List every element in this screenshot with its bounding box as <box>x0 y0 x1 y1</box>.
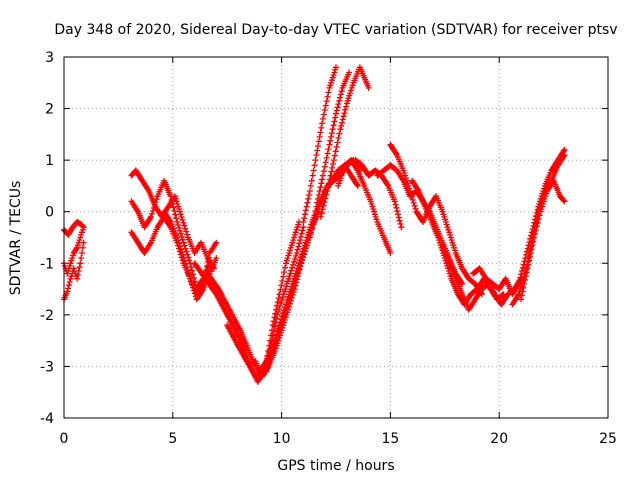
series-arc-14 <box>306 69 353 241</box>
y-tick-label: 1 <box>45 153 54 169</box>
y-tick-label: -1 <box>40 256 54 272</box>
plus-markers <box>470 146 568 298</box>
y-axis-label: SDTVAR / TECUs <box>8 181 24 296</box>
series-arc-15 <box>317 64 372 220</box>
y-tick-label: 0 <box>45 205 54 221</box>
x-axis-label: GPS time / hours <box>277 458 394 474</box>
plot-frame <box>63 56 609 419</box>
plus-markers <box>387 141 485 298</box>
plus-markers <box>161 208 220 303</box>
x-tick-label: 15 <box>381 431 399 447</box>
series-arc-7 <box>161 208 220 303</box>
plus-markers <box>300 64 339 225</box>
x-tick-label: 10 <box>273 431 291 447</box>
plus-markers <box>317 64 372 220</box>
plus-markers <box>335 157 394 256</box>
series-arc-19 <box>387 141 485 298</box>
y-tick-label: -3 <box>40 359 54 375</box>
x-tick-label: 20 <box>490 431 508 447</box>
plus-markers <box>128 177 213 293</box>
plus-markers <box>518 177 568 303</box>
plus-markers <box>128 167 218 272</box>
series-arc-22 <box>470 146 568 298</box>
y-tick-label: 3 <box>45 50 54 66</box>
x-tick-label: 25 <box>599 431 617 447</box>
series-arc-13 <box>300 64 339 225</box>
y-tick-label: -4 <box>40 411 54 427</box>
y-tick-label: 2 <box>45 102 54 118</box>
x-tick-label: 5 <box>168 431 177 447</box>
series-arc-24 <box>518 177 568 303</box>
series-arc-16 <box>335 157 394 256</box>
x-tick-label: 0 <box>60 431 69 447</box>
y-tick-label: -2 <box>40 308 54 324</box>
plus-markers <box>306 69 353 241</box>
chart-title: Day 348 of 2020, Sidereal Day-to-day VTE… <box>54 22 617 38</box>
series-arc-4 <box>128 167 218 272</box>
data-series <box>61 64 568 385</box>
series-arc-5 <box>128 177 213 293</box>
